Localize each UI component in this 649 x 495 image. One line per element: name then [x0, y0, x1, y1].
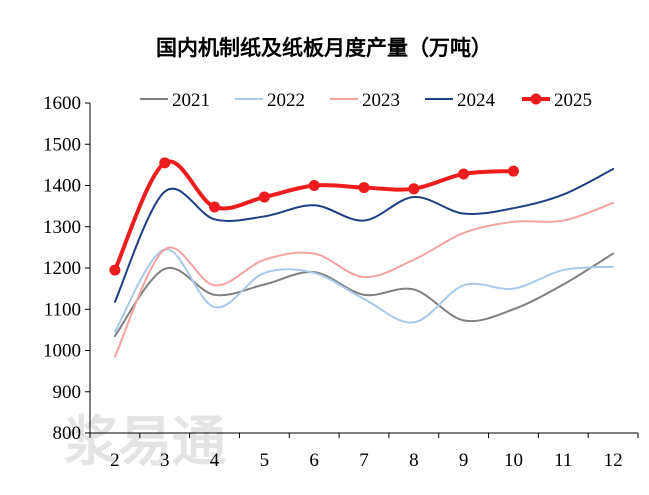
x-tick-label: 2	[110, 450, 120, 471]
y-tick-label: 1300	[43, 217, 81, 238]
data-point-2025	[258, 191, 270, 203]
legend-label-2022: 2022	[267, 90, 305, 111]
x-tick-label: 12	[604, 450, 623, 471]
x-tick-label: 6	[309, 450, 319, 471]
x-tick-label: 8	[409, 450, 419, 471]
data-point-2025	[408, 183, 420, 195]
legend-marker-2025	[530, 93, 542, 105]
data-point-2025	[159, 157, 171, 169]
y-tick-label: 800	[53, 423, 82, 444]
legend-label-2023: 2023	[362, 90, 400, 111]
legend: 2021 2022 2023 2024 2025	[140, 90, 592, 111]
x-tick-label: 5	[260, 450, 270, 471]
x-tick-label: 10	[504, 450, 523, 471]
y-tick-label: 1600	[43, 93, 81, 114]
data-point-2025	[308, 180, 320, 191]
y-tick-label: 900	[53, 382, 82, 403]
data-point-2025	[358, 182, 370, 194]
data-point-2025	[209, 201, 221, 213]
plot-area	[109, 157, 615, 358]
y-tick-label: 1200	[43, 258, 81, 279]
legend-label-2025: 2025	[554, 90, 592, 111]
data-point-2025	[458, 168, 470, 180]
x-tick-label: 7	[359, 450, 369, 471]
data-point-2025	[507, 165, 519, 177]
y-tick-label: 1100	[44, 299, 81, 320]
series-line-2023	[113, 201, 615, 358]
legend-label-2021: 2021	[172, 90, 210, 111]
y-tick-label: 1500	[43, 134, 81, 155]
series-line-2022	[113, 248, 615, 333]
y-tick-label: 1000	[43, 341, 81, 362]
x-tick-label: 9	[459, 450, 469, 471]
x-tick-label: 11	[554, 450, 572, 471]
axes: 800 900 1000 1100 1200 1300 1400 1500 1600 2 3 4 5 6 7…	[43, 93, 639, 471]
watermark-logo: 浆易通	[64, 410, 226, 473]
y-tick-label: 1400	[43, 176, 81, 197]
chart-title: 国内机制纸及纸板月度产量（万吨）	[156, 36, 492, 60]
series-line-2021	[113, 252, 615, 338]
data-point-2025	[109, 264, 121, 276]
legend-label-2024: 2024	[457, 90, 496, 111]
x-tick-label: 4	[210, 450, 220, 471]
series-line-2024	[113, 168, 615, 303]
x-tick-label: 3	[160, 450, 170, 471]
